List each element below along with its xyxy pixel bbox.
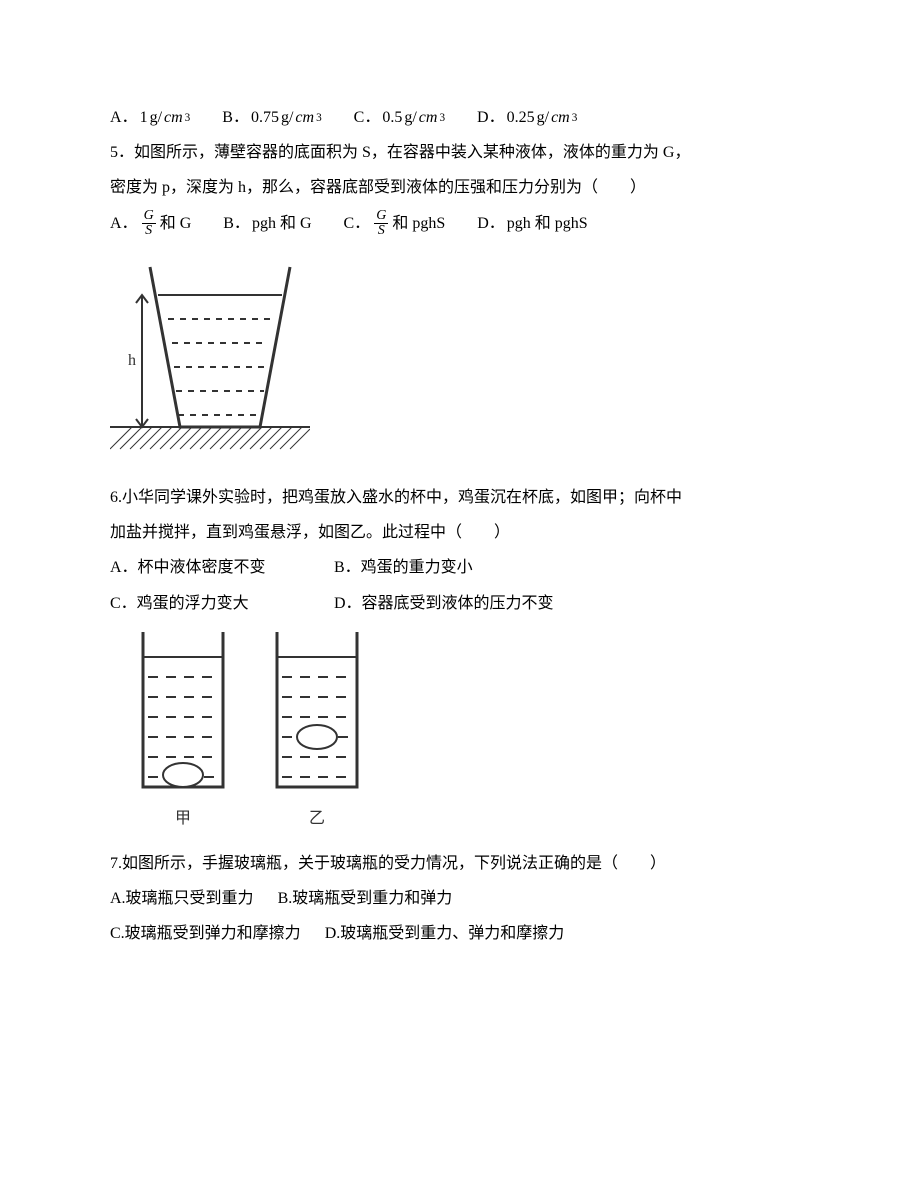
option-text: pgh 和 G (252, 206, 312, 241)
q4-option-c: C． 0.5 g/ cm 3 (354, 100, 445, 135)
q5-figure: h (110, 247, 810, 470)
q6-options-row1: A．杯中液体密度不变 B．鸡蛋的重力变小 (110, 550, 810, 585)
q7-option-b: B.玻璃瓶受到重力和弹力 (278, 890, 453, 907)
q6-figures: 甲 乙 (128, 627, 810, 836)
q7-options-row1: A.玻璃瓶只受到重力 B.玻璃瓶受到重力和弹力 (110, 881, 810, 916)
q4-option-a: A． 1 g/ cm 3 (110, 100, 190, 135)
option-text: pgh 和 pghS (507, 206, 588, 241)
q6-label-right: 乙 (309, 801, 325, 836)
option-unit-pre: g/ (150, 100, 162, 135)
fraction-gs: G S (374, 209, 388, 238)
option-unit-pre: g/ (537, 100, 549, 135)
q5-options: A． G S 和 G B． pgh 和 G C． G S 和 pghS D． p… (110, 206, 810, 241)
q6-line2: 加盐并搅拌，直到鸡蛋悬浮，如图乙。此过程中（ ） (110, 515, 810, 550)
q7-option-c: C.玻璃瓶受到弹力和摩擦力 (110, 916, 301, 951)
q4-option-b: B． 0.75 g/ cm 3 (222, 100, 321, 135)
q6-line1: 6.小华同学课外实验时，把鸡蛋放入盛水的杯中，鸡蛋沉在杯底，如图甲；向杯中 (110, 480, 810, 515)
option-value: 0.25 (507, 100, 535, 135)
fraction-gs: G S (142, 209, 156, 238)
q6-option-b: B．鸡蛋的重力变小 (334, 559, 473, 576)
option-label: C． (344, 206, 371, 241)
option-value: 0.5 (382, 100, 402, 135)
q7-option-d: D.玻璃瓶受到重力、弹力和摩擦力 (325, 925, 565, 942)
svg-text:h: h (128, 352, 136, 369)
fraction-num: G (142, 209, 156, 224)
beaker-egg-float-icon (262, 627, 372, 797)
q4-options: A． 1 g/ cm 3 B． 0.75 g/ cm 3 C． 0.5 g/ c… (110, 100, 810, 135)
fraction-den: S (143, 224, 154, 238)
q6-figure-left: 甲 (128, 627, 238, 836)
container-diagram-icon: h (110, 247, 310, 457)
option-label: B． (222, 100, 249, 135)
q6-options-row2: C．鸡蛋的浮力变大 D．容器底受到液体的压力不变 (110, 586, 810, 621)
q6-option-c: C．鸡蛋的浮力变大 (110, 586, 330, 621)
option-label: A． (110, 206, 138, 241)
q7-option-a: A.玻璃瓶只受到重力 (110, 881, 254, 916)
option-unit-base: cm (295, 100, 314, 135)
q6-option-d: D．容器底受到液体的压力不变 (334, 595, 554, 612)
option-label: C． (354, 100, 381, 135)
option-label: D． (477, 206, 505, 241)
q7-options-row2: C.玻璃瓶受到弹力和摩擦力 D.玻璃瓶受到重力、弹力和摩擦力 (110, 916, 810, 951)
option-unit-pre: g/ (281, 100, 293, 135)
option-unit-base: cm (419, 100, 438, 135)
q7-line1: 7.如图所示，手握玻璃瓶，关于玻璃瓶的受力情况，下列说法正确的是（ ） (110, 846, 810, 881)
q5-line1: 5．如图所示，薄壁容器的底面积为 S，在容器中装入某种液体，液体的重力为 G， (110, 135, 810, 170)
q5-option-b: B． pgh 和 G (223, 206, 311, 241)
option-unit-pre: g/ (404, 100, 416, 135)
option-value: 1 (140, 100, 148, 135)
option-unit-base: cm (551, 100, 570, 135)
option-unit-base: cm (164, 100, 183, 135)
beaker-egg-bottom-icon (128, 627, 238, 797)
q5-line2: 密度为 p，深度为 h，那么，容器底部受到液体的压强和压力分别为（ ） (110, 170, 810, 205)
q4-option-d: D． 0.25 g/ cm 3 (477, 100, 577, 135)
option-label: A． (110, 100, 138, 135)
q6-option-a: A．杯中液体密度不变 (110, 550, 330, 585)
q6-label-left: 甲 (175, 801, 191, 836)
q5-option-a: A． G S 和 G (110, 206, 191, 241)
q5-option-c: C． G S 和 pghS (344, 206, 446, 241)
q5-option-d: D． pgh 和 pghS (477, 206, 587, 241)
option-label: B． (223, 206, 250, 241)
q6-figure-right: 乙 (262, 627, 372, 836)
option-value: 0.75 (251, 100, 279, 135)
fraction-num: G (374, 209, 388, 224)
option-tail: 和 pghS (392, 206, 445, 241)
fraction-den: S (376, 224, 387, 238)
option-label: D． (477, 100, 505, 135)
option-tail: 和 G (160, 206, 192, 241)
